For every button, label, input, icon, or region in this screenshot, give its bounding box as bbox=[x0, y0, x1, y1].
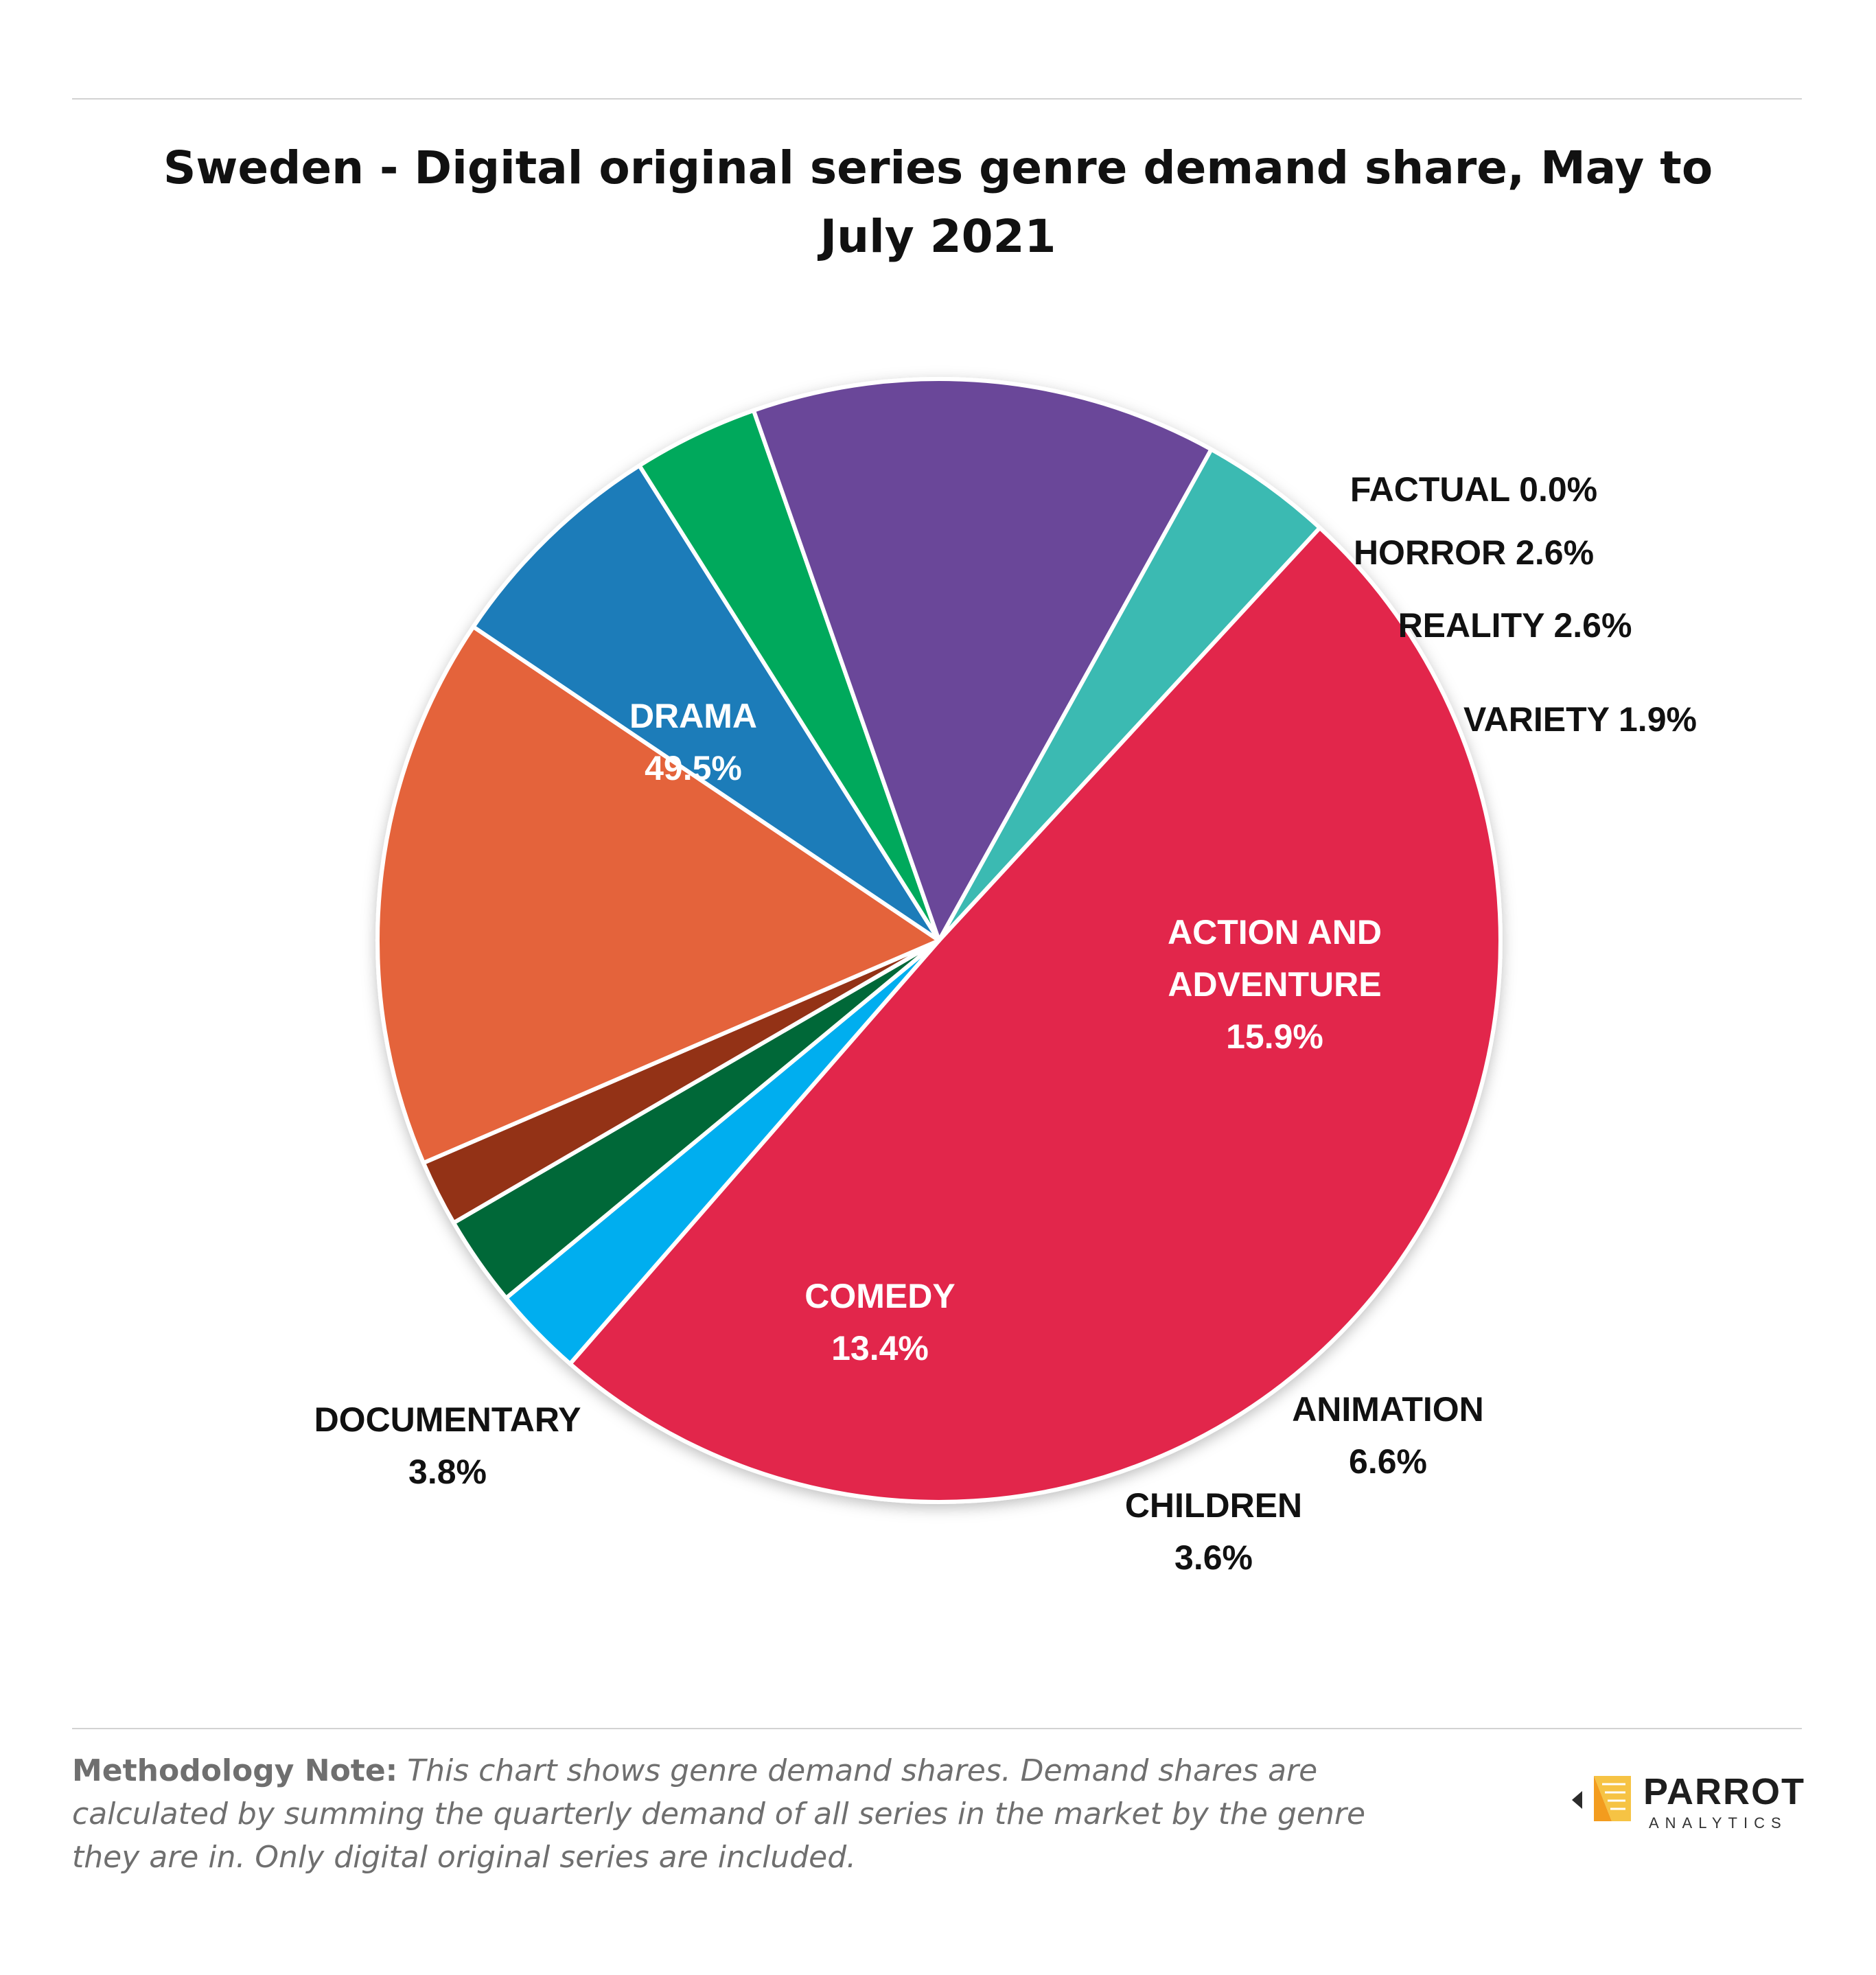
bottom-divider bbox=[72, 1728, 1802, 1729]
methodology-label: Methodology Note: bbox=[72, 1753, 398, 1788]
top-divider bbox=[72, 98, 1802, 100]
slice-name-children: CHILDREN bbox=[1125, 1486, 1302, 1525]
parrot-analytics-logo: PARROT ANALYTICS bbox=[1572, 1768, 1805, 1843]
slice-name-action-and-adventure: ACTION AND bbox=[1168, 913, 1382, 951]
slice-value-comedy: 13.4% bbox=[831, 1329, 929, 1367]
slice-label-animation: ANIMATION 6.6% bbox=[1292, 1390, 1484, 1481]
slice-name-documentary: DOCUMENTARY bbox=[314, 1400, 581, 1439]
slice-label-reality: REALITY 2.6% bbox=[1398, 606, 1632, 645]
parrot-bird-icon bbox=[1594, 1776, 1631, 1821]
logo-subtitle: ANALYTICS bbox=[1649, 1814, 1787, 1832]
slice-label-action-and-adventure: ACTION AND ADVENTURE 15.9% bbox=[1168, 913, 1382, 1056]
slice-value-documentary: 3.8% bbox=[408, 1453, 487, 1491]
logo-wordmark: PARROT bbox=[1643, 1771, 1805, 1812]
slice-name-action-and-adventure: ADVENTURE bbox=[1168, 965, 1381, 1004]
slice-name-comedy: COMEDY bbox=[804, 1277, 955, 1315]
pie-slice-drama bbox=[568, 525, 1503, 1504]
slice-label-horror: HORROR 2.6% bbox=[1354, 533, 1594, 572]
logo-arrow-icon bbox=[1572, 1791, 1582, 1809]
slice-name-animation: ANIMATION bbox=[1292, 1390, 1484, 1429]
pie-slice-documentary bbox=[937, 447, 1322, 943]
pie-slice-animation bbox=[471, 463, 941, 943]
pie-slice-action-and-adventure bbox=[375, 625, 941, 1166]
slice-label-variety: VARIETY 1.9% bbox=[1463, 700, 1697, 739]
pie-slice-comedy bbox=[751, 377, 1214, 943]
slice-value-animation: 6.6% bbox=[1349, 1442, 1427, 1481]
slice-label-children: CHILDREN 3.6% bbox=[1125, 1486, 1302, 1577]
slice-label-comedy: COMEDY 13.4% bbox=[804, 1277, 955, 1367]
methodology-text: This chart shows genre demand shares. De… bbox=[72, 1753, 1366, 1875]
slice-label-documentary: DOCUMENTARY 3.8% bbox=[314, 1400, 581, 1491]
slice-value-drama: 49.5% bbox=[645, 749, 742, 787]
chart-title: Sweden - Digital original series genre d… bbox=[163, 141, 1713, 263]
slice-name-drama: DRAMA bbox=[629, 697, 757, 735]
slice-label-drama: DRAMA 49.5% bbox=[629, 697, 757, 787]
slice-label-factual: FACTUAL 0.0% bbox=[1350, 470, 1597, 509]
slice-value-action-and-adventure: 15.9% bbox=[1226, 1017, 1323, 1056]
slice-value-children: 3.6% bbox=[1174, 1538, 1253, 1577]
pie-chart: DRAMA 49.5% FACTUAL 0.0% HORROR 2.6% REALITY… bbox=[314, 377, 1697, 1577]
methodology-note: Methodology Note: This chart shows genre… bbox=[72, 1749, 1417, 1879]
